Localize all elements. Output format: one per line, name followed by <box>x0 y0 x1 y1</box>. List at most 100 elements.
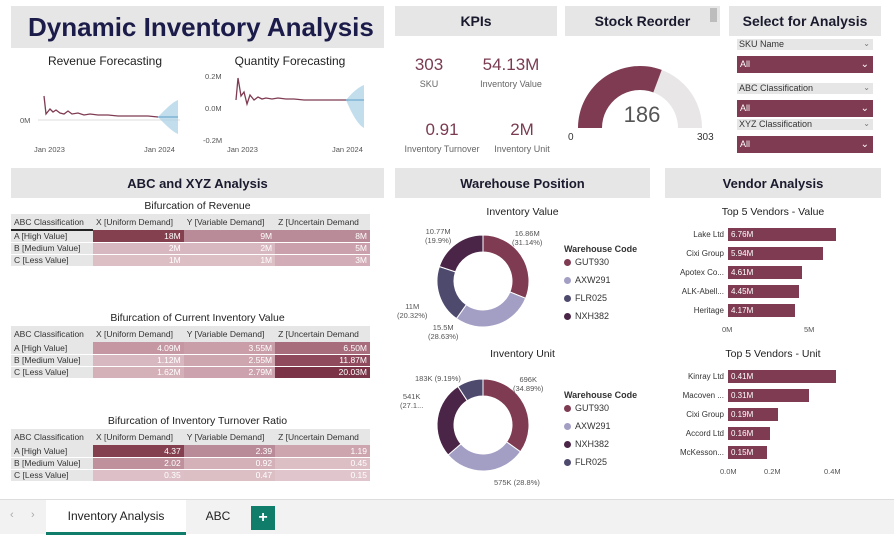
slicer-abc-label-text: ABC Classification <box>739 83 814 93</box>
slicer-sku-dropdown[interactable]: All ⌄ <box>737 56 873 73</box>
legend-label: FLR025 <box>575 457 608 467</box>
turnover-matrix-title: Bifurcation of Inventory Turnover Ratio <box>107 415 288 427</box>
vendor-bar[interactable]: 4.17M <box>728 304 795 317</box>
page-title-panel: Dynamic Inventory Analysis <box>11 6 384 48</box>
matrix-col-header[interactable]: Y [Variable Demand] <box>183 214 276 230</box>
donut-slice-axw291[interactable] <box>455 291 527 328</box>
donut-slice-nxh382[interactable] <box>436 385 468 456</box>
quantity-xtick-start: Jan 2023 <box>227 145 258 154</box>
matrix-col-header[interactable]: Z [Uncertain Demand <box>275 326 370 342</box>
matrix-cell: 0.35 <box>93 469 184 482</box>
gauge-min: 0 <box>568 132 574 143</box>
matrix-col-header[interactable]: X [Uniform Demand] <box>93 214 184 230</box>
matrix-cell: 18M <box>93 230 184 243</box>
slicer-abc-value: All <box>740 103 751 113</box>
inventory-unit-donut-title: Inventory Unit <box>490 348 555 360</box>
donut-label: 10.77M (19.9%) <box>425 227 451 245</box>
legend-title: Warehouse Code <box>564 390 638 400</box>
matrix-col-header[interactable]: X [Uniform Demand] <box>93 429 184 445</box>
quantity-ytick-bottom: -0.2M <box>203 136 223 145</box>
matrix-cell: 2.39 <box>183 445 276 458</box>
matrix-cell: 2M <box>93 242 184 255</box>
matrix-cell: 20.03M <box>275 366 370 379</box>
matrix-cell: 1M <box>93 254 184 267</box>
matrix-cell: 3M <box>275 254 370 267</box>
table-row: A [High Value] 4.09M 3.55M 6.50M <box>11 342 370 355</box>
vendor-bar[interactable]: 0.15M <box>728 446 768 459</box>
matrix-col-header[interactable]: ABC Classification <box>11 429 93 445</box>
scroll-handle[interactable] <box>710 8 717 22</box>
matrix-col-header[interactable]: Y [Variable Demand] <box>183 326 276 342</box>
matrix-col-header[interactable]: ABC Classification <box>11 214 93 231</box>
matrix-col-header[interactable]: ABC Classification <box>11 326 93 342</box>
matrix-col-header[interactable]: Z [Uncertain Demand <box>275 429 370 445</box>
slicer-abc-dropdown[interactable]: All ⌄ <box>737 100 873 117</box>
matrix-cell: 1.12M <box>93 354 184 367</box>
kpi-sku-value: 303 <box>414 55 444 74</box>
revenue-forecast-line-chart <box>38 95 180 134</box>
plus-icon: + <box>258 509 268 526</box>
donut-label-pct: (19.9%) <box>425 236 452 245</box>
vendor-bar[interactable]: 0.41M <box>728 370 836 383</box>
legend-item[interactable]: AXW291 <box>564 275 611 285</box>
gauge-value: 186 <box>623 102 661 127</box>
matrix-cell: 4.09M <box>93 342 184 355</box>
table-row: C [Less Value] 0.35 0.47 0.15 <box>11 469 370 482</box>
table-row: B [Medium Value] 2M 2M 5M <box>11 242 370 255</box>
matrix-col-header[interactable]: Z [Uncertain Demand <box>275 214 370 230</box>
legend-dot-icon <box>564 295 571 303</box>
matrix-cell: 1.19 <box>275 445 370 458</box>
matrix-cell: 2.02 <box>93 457 184 470</box>
matrix-col-header[interactable]: X [Uniform Demand] <box>93 326 184 342</box>
legend-item[interactable]: NXH382 <box>564 311 609 321</box>
chevron-down-icon: ⌄ <box>863 39 870 48</box>
matrix-col-header[interactable]: Y [Variable Demand] <box>183 429 276 445</box>
inventory-value-matrix: ABC Classification X [Uniform Demand] Y … <box>11 326 370 379</box>
vendor-chart-title: Top 5 Vendors - Value <box>721 206 825 218</box>
kpi-header: KPIs <box>395 6 557 36</box>
row-label: A [High Value] <box>11 230 93 243</box>
x-tick-label: 0.2M <box>764 467 781 476</box>
turnover-matrix: ABC Classification X [Uniform Demand] Y … <box>11 429 370 482</box>
x-tick-label: 0.0M <box>720 467 737 476</box>
quantity-forecast-line <box>235 77 348 107</box>
slicer-sku-label: SKU Name ⌄ <box>737 39 873 50</box>
vendor-bar[interactable]: 5.94M <box>728 247 824 260</box>
warehouse-header: Warehouse Position <box>395 168 650 198</box>
vendor-bar[interactable]: 0.31M <box>728 389 810 402</box>
abc-header: ABC and XYZ Analysis <box>11 168 384 198</box>
donut-label-pct: (34.89%) <box>513 384 544 393</box>
vendor-bar[interactable]: 0.19M <box>728 408 778 421</box>
abc-title: ABC and XYZ Analysis <box>127 175 268 191</box>
gauge-fill <box>578 65 662 128</box>
legend-item[interactable]: FLR025 <box>564 457 607 467</box>
vendor-bar[interactable]: 6.76M <box>728 228 837 241</box>
matrix-cell: 0.92 <box>183 457 276 470</box>
tab-abc[interactable]: ABC <box>188 500 248 535</box>
legend-item[interactable]: GUT930 <box>564 257 609 267</box>
legend-item[interactable]: GUT930 <box>564 403 609 413</box>
revenue-xtick-start: Jan 2023 <box>34 145 65 154</box>
slicer-abc-label: ABC Classification ⌄ <box>737 83 873 94</box>
chevron-right-icon[interactable]: › <box>31 509 35 521</box>
vendor-bar[interactable]: 4.45M <box>728 285 800 298</box>
legend-item[interactable]: FLR025 <box>564 293 607 303</box>
tab-inventory-analysis[interactable]: Inventory Analysis <box>46 500 186 535</box>
slicer-xyz-dropdown[interactable]: All ⌄ <box>737 136 873 153</box>
add-page-button[interactable]: + <box>251 506 275 530</box>
donut-slice-nxh382[interactable] <box>438 234 484 273</box>
inventory-value-matrix-title: Bifurcation of Current Inventory Value <box>110 312 285 324</box>
vendor-bar[interactable]: 0.16M <box>728 427 770 440</box>
donut-slice-flr025[interactable] <box>436 265 467 320</box>
legend-item[interactable]: AXW291 <box>564 421 611 431</box>
vendor-bar[interactable]: 4.61M <box>728 266 802 279</box>
legend-label: GUT930 <box>575 403 610 413</box>
legend-item[interactable]: NXH382 <box>564 439 609 449</box>
legend-dot-icon <box>564 313 571 321</box>
quantity-ytick-mid: 0.0M <box>205 104 222 113</box>
legend-dot-icon <box>564 259 571 267</box>
chevron-left-icon[interactable]: ‹ <box>10 509 14 521</box>
donut-slice-flr025[interactable] <box>457 378 484 402</box>
matrix-cell: 0.15 <box>275 469 370 482</box>
inventory-value-donut-chart <box>436 234 530 328</box>
